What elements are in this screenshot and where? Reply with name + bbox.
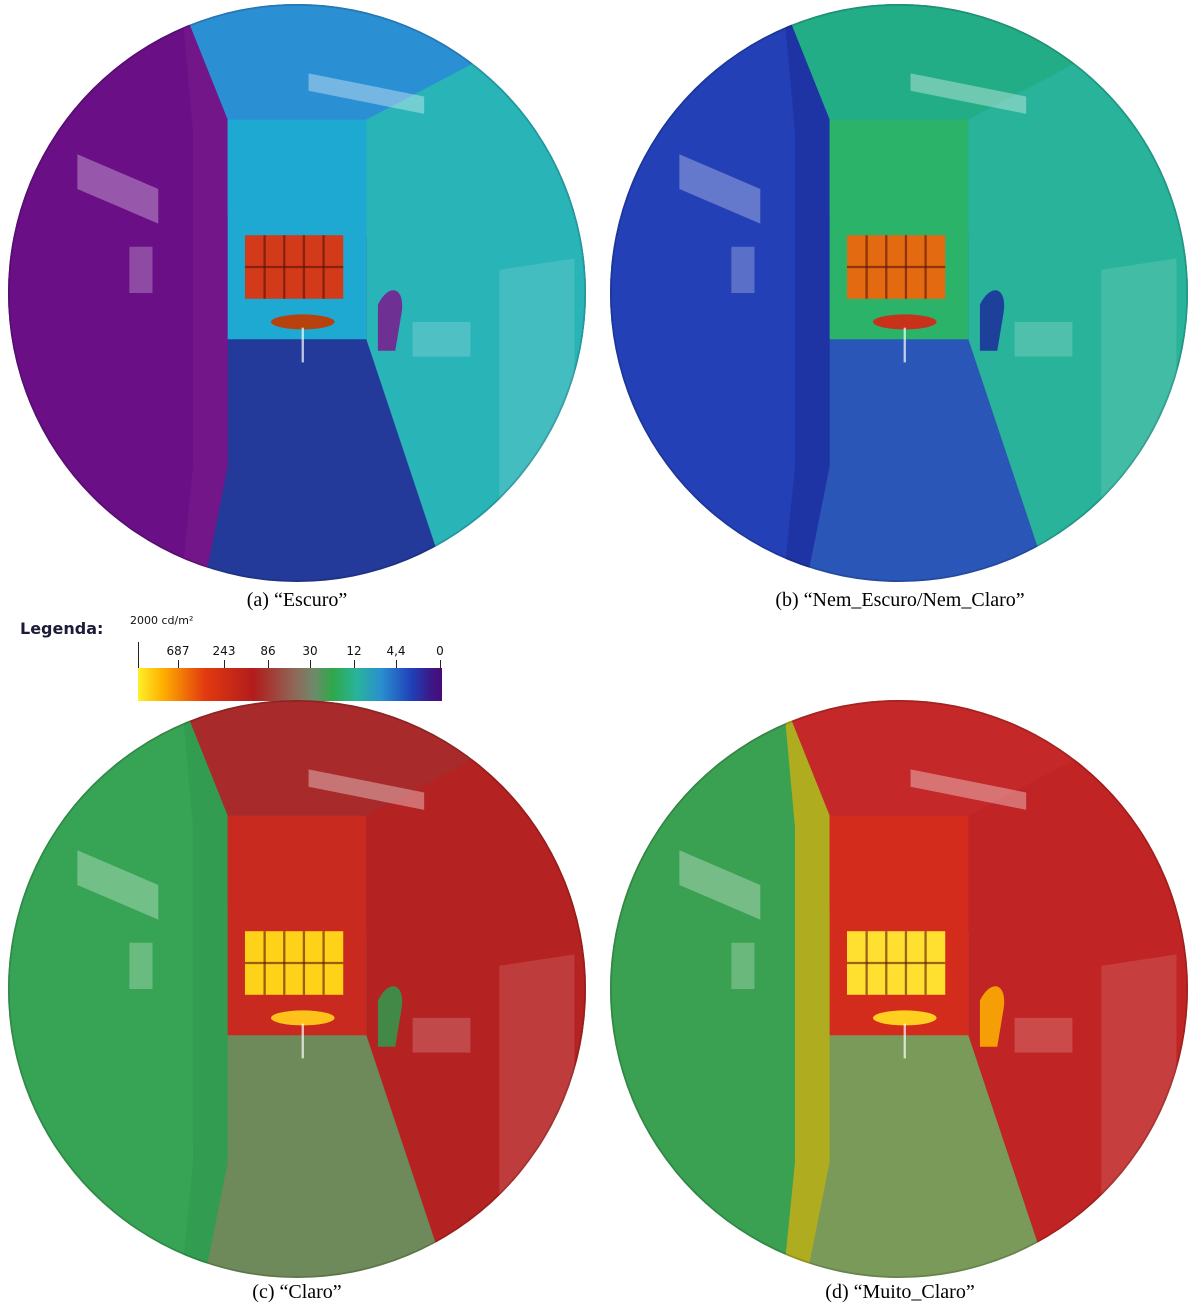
caption-d: (d) “Muito_Claro”: [825, 1281, 975, 1303]
legend-label: Legenda:: [20, 619, 104, 638]
wall-poster: [129, 246, 153, 293]
wall-poster: [731, 942, 755, 989]
luminance-map-b: [610, 4, 1188, 582]
legend-unit: 2000 cd/m²: [130, 614, 194, 627]
legend-tick: [268, 660, 269, 669]
door-edge-region: [783, 700, 830, 1278]
right-wall-region: [366, 700, 586, 1278]
legend-tick: [310, 660, 311, 669]
fisheye-image-escuro: [8, 4, 586, 582]
wall-sign: [679, 154, 761, 224]
legend-tick-label: 12: [346, 644, 362, 658]
legend-tick-label: 0: [436, 644, 444, 658]
office-chair: [377, 290, 403, 351]
legend-tick: [396, 660, 397, 669]
back-wall-region: [829, 815, 969, 1036]
left-wall-region: [8, 700, 228, 1278]
desk: [1014, 321, 1073, 357]
legend-tick-label: 86: [260, 644, 276, 658]
legend-tick-label: 30: [302, 644, 318, 658]
wall-sign: [77, 154, 159, 224]
right-wall-region: [968, 700, 1188, 1278]
luminance-map-a: [8, 4, 586, 582]
back-wall-region: [227, 119, 367, 340]
round-table: [872, 1010, 937, 1026]
wall-sign: [77, 850, 159, 920]
right-door: [1101, 954, 1177, 1209]
office-chair: [377, 986, 403, 1047]
legend-start-tick: [138, 642, 139, 668]
caption-a: (a) “Escuro”: [246, 589, 348, 611]
back-wall-region: [227, 815, 367, 1036]
wall-poster: [129, 942, 153, 989]
ceiling-light: [308, 73, 425, 114]
right-wall-region: [366, 4, 586, 582]
office-chair: [979, 986, 1005, 1047]
fisheye-image-nem-escuro-nem-claro: [610, 4, 1188, 582]
ceiling-light: [910, 769, 1027, 810]
legend-tick-label: 243: [212, 644, 236, 658]
right-door: [499, 258, 575, 513]
caption-b: (b) “Nem_Escuro/Nem_Claro”: [775, 589, 1025, 611]
right-door: [499, 954, 575, 1209]
back-wall-region: [829, 119, 969, 340]
desk: [412, 1017, 471, 1053]
legend-tick: [354, 660, 355, 669]
left-wall-region: [610, 700, 830, 1278]
wall-sign: [679, 850, 761, 920]
right-door: [1101, 258, 1177, 513]
legend-tick-label: 4,4: [386, 644, 406, 658]
round-table: [872, 314, 937, 330]
legend-tick: [178, 660, 179, 669]
right-wall-region: [968, 4, 1188, 582]
fisheye-image-claro: [8, 700, 586, 1278]
desk: [412, 321, 471, 357]
legend-tick: [440, 660, 441, 669]
left-wall-region: [8, 4, 228, 582]
door-edge-region: [783, 4, 830, 582]
fisheye-image-muito-claro: [610, 700, 1188, 1278]
ceiling-light: [308, 769, 425, 810]
legend-color-gradient: [138, 668, 442, 701]
left-wall-region: [610, 4, 830, 582]
legend-tick-label: 687: [166, 644, 190, 658]
round-table: [270, 314, 335, 330]
office-chair: [979, 290, 1005, 351]
legend-tick: [224, 660, 225, 669]
caption-c: (c) “Claro”: [252, 1281, 342, 1303]
legend-scale: 687 243 86 30 12 4,4 0: [138, 630, 444, 704]
luminance-map-d: [610, 700, 1188, 1278]
wall-poster: [731, 246, 755, 293]
luminance-map-c: [8, 700, 586, 1278]
round-table: [270, 1010, 335, 1026]
ceiling-light: [910, 73, 1027, 114]
desk: [1014, 1017, 1073, 1053]
